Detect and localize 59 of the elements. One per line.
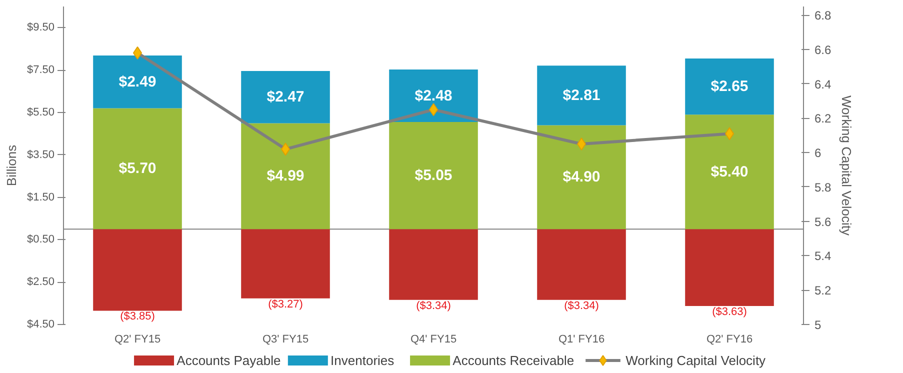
x-tick-label: Q2' FY16 [706,334,753,346]
y-tick-label: $2.50 [26,276,55,288]
data-label: $4.90 [562,168,600,186]
y-axis-title: Billions [4,144,19,186]
bar [537,229,626,300]
y2-tick-label: 5.6 [814,214,832,229]
data-label: $5.70 [118,160,156,178]
y2-tick-label: 6.4 [814,77,832,92]
bar [389,229,478,300]
y2-tick-label: 5.4 [814,249,832,264]
data-label: ($3.63) [712,306,747,318]
bar [685,229,774,306]
data-label: $2.49 [118,73,156,90]
bar [93,229,182,311]
bar [241,123,330,230]
x-tick-label: Q4' FY15 [410,334,457,346]
bar [241,229,330,298]
data-label: ($3.34) [416,300,451,312]
y2-tick-label: 6.6 [814,42,832,57]
bar [389,122,478,230]
y-tick-label: $5.50 [26,106,55,118]
data-label: $2.47 [266,88,304,106]
bar [537,66,626,126]
data-label: $2.65 [710,78,748,96]
data-label: ($3.27) [268,298,303,310]
y2-tick-label: 6.8 [814,8,832,23]
y2-tick-label: 6 [814,146,822,160]
x-tick-label: Q1' FY16 [558,334,605,346]
y2-tick-label: 5.8 [814,180,832,194]
data-label: $5.05 [414,167,452,184]
bar [685,58,774,115]
data-label: $4.99 [266,168,304,185]
bar [389,69,478,122]
bar [93,108,182,230]
data-label: $2.81 [562,86,600,104]
y-tick-label: $7.50 [26,64,55,76]
legend-label: Accounts Receivable [452,353,574,368]
y2-axis-title: Working Capital Velocity [839,96,854,236]
bar [93,55,182,108]
y-tick-label: $1.50 [26,191,55,204]
y-tick-label: $9.50 [26,22,55,34]
data-label: ($3.34) [564,300,599,312]
y2-tick-label: 5 [814,318,822,332]
bar [685,114,774,230]
legend-label: Working Capital Velocity [626,353,766,368]
y-tick-label: $4.50 [26,318,55,330]
y-tick-label: $3.50 [26,148,55,161]
legend-label: Accounts Payable [176,353,281,368]
bar [241,70,330,124]
bar [537,125,626,230]
data-label: ($3.85) [120,310,155,323]
data-label: $5.40 [710,163,748,180]
legend-label: Inventories [330,353,395,368]
y2-tick-label: 6.2 [814,112,832,126]
data-label: $2.48 [414,87,452,104]
y-tick-label: $0.50 [26,234,55,246]
y2-tick-label: 5.2 [814,284,832,298]
x-tick-label: Q2' FY15 [114,334,161,346]
x-tick-label: Q3' FY15 [262,334,309,346]
